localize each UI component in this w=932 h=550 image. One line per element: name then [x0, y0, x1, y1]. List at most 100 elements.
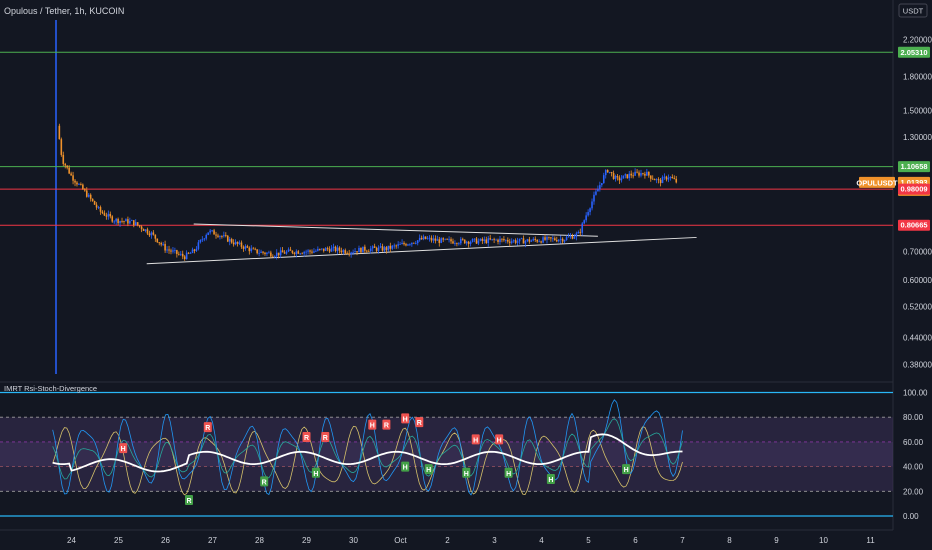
- candle-body: [626, 174, 629, 179]
- candle-body: [240, 242, 243, 247]
- candle-body: [653, 179, 656, 181]
- candle-body: [113, 221, 115, 223]
- candle-body: [95, 204, 98, 208]
- candle-body: [667, 177, 670, 180]
- candle-body: [264, 252, 266, 254]
- candle-body: [217, 235, 219, 237]
- candle-body: [68, 167, 70, 174]
- candle-body: [389, 245, 392, 249]
- price-tick-label: 1.80000: [903, 73, 932, 82]
- candle-body: [144, 229, 147, 231]
- candle-body: [583, 220, 585, 224]
- candle-body: [483, 239, 486, 241]
- price-badge-label: 0.98009: [900, 185, 927, 194]
- currency-button[interactable]: USDT: [898, 3, 928, 18]
- candle-body: [599, 185, 601, 190]
- candle-body: [362, 246, 364, 253]
- divergence-badge: [368, 419, 377, 430]
- price-badge: [898, 183, 930, 195]
- candle-body: [507, 239, 509, 242]
- candle-body: [567, 236, 570, 238]
- candle-body: [207, 232, 209, 235]
- candle-body: [115, 218, 117, 222]
- candle-body: [279, 250, 282, 256]
- divergence-badge: [462, 467, 471, 478]
- candle-body: [499, 238, 501, 242]
- candle-body: [497, 239, 499, 242]
- candle-body: [665, 176, 668, 180]
- price-tick-label: 2.20000: [903, 36, 932, 45]
- candle-body: [589, 208, 591, 213]
- candle-body: [407, 244, 409, 246]
- candle-body: [185, 252, 188, 260]
- candle-body: [548, 236, 550, 238]
- candle-body: [550, 237, 552, 239]
- candle-body: [319, 248, 321, 250]
- candle-body: [487, 238, 490, 244]
- candle-body: [450, 239, 452, 242]
- time-tick-label: 2: [445, 536, 450, 545]
- price-tick-label: 0.60000: [903, 276, 932, 285]
- candle-body: [642, 173, 644, 174]
- candle-body: [307, 250, 309, 252]
- candle-body: [377, 247, 380, 251]
- divergence-badge: [471, 434, 480, 445]
- candle-body: [436, 239, 439, 241]
- candle-body: [456, 243, 458, 244]
- candle-body: [162, 243, 164, 245]
- candle-body: [64, 163, 67, 166]
- candle-body: [244, 246, 247, 249]
- candle-body: [467, 241, 470, 244]
- candle-body: [659, 179, 662, 184]
- candle-body: [432, 238, 435, 241]
- candle-body: [366, 250, 368, 252]
- divergence-label: H: [313, 471, 318, 478]
- candle-body: [481, 238, 484, 241]
- candle-body: [573, 236, 576, 239]
- price-tick-label: 1.50000: [903, 106, 932, 115]
- indicator-tick-label: 60.00: [903, 438, 924, 447]
- candle-body: [78, 184, 80, 185]
- candle-body: [595, 191, 597, 195]
- candle-body: [628, 173, 631, 179]
- stoch-d-line: [52, 425, 683, 496]
- time-tick-label: 29: [302, 536, 311, 545]
- candle-body: [191, 249, 194, 254]
- candle-body: [132, 220, 135, 226]
- price-badge-label: 1.10658: [900, 162, 927, 171]
- trendline: [193, 223, 598, 237]
- indicator-tick-label: 40.00: [903, 463, 924, 472]
- candle-body: [634, 171, 636, 176]
- candle-body: [246, 246, 249, 248]
- candle-body: [193, 249, 196, 251]
- candle-body: [608, 171, 611, 173]
- candle-body: [624, 174, 627, 176]
- candle-body: [530, 240, 533, 242]
- candle-body: [593, 194, 595, 202]
- divergence-badge: [415, 417, 424, 428]
- candle-body: [134, 222, 137, 226]
- candle-body: [612, 173, 615, 179]
- candle-body: [119, 220, 121, 224]
- candle-body: [489, 238, 491, 240]
- candle-body: [522, 238, 525, 244]
- candle-body: [262, 251, 264, 253]
- candle-body: [138, 225, 141, 227]
- candle-body: [272, 256, 274, 258]
- candle-body: [585, 215, 587, 221]
- candle-body: [587, 212, 589, 216]
- candle-body: [422, 236, 425, 240]
- candle-body: [326, 248, 329, 250]
- candle-body: [375, 247, 378, 251]
- candle-body: [291, 250, 294, 253]
- candle-body: [189, 253, 192, 254]
- price-tick-label: 0.38000: [903, 361, 932, 370]
- candle-body: [234, 241, 237, 245]
- candle-body: [367, 251, 370, 252]
- candle-body: [661, 177, 664, 184]
- candle-body: [528, 239, 531, 242]
- time-tick-label: 7: [680, 536, 685, 545]
- candle-body: [72, 175, 74, 181]
- candle-body: [577, 231, 580, 234]
- candle-body: [150, 232, 153, 236]
